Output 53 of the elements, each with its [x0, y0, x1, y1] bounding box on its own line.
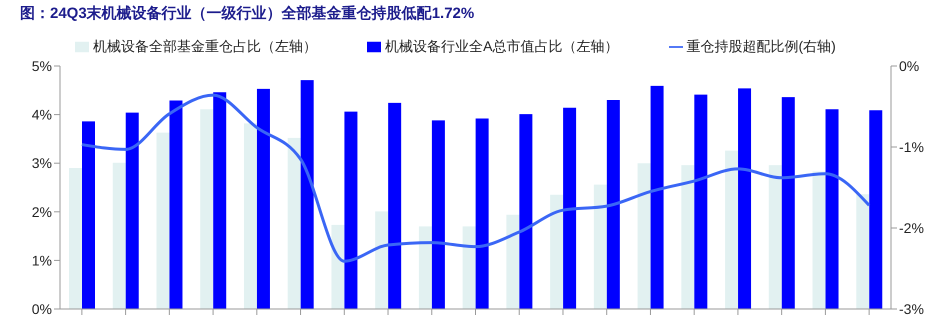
bar — [606, 100, 620, 309]
y-tick-label: 4% — [32, 106, 52, 123]
legend-label: 机械设备行业全A总市值占比（左轴） — [385, 38, 618, 54]
bar — [82, 121, 95, 309]
bar — [650, 86, 664, 309]
bar — [300, 80, 314, 309]
bar — [594, 184, 607, 309]
bar — [563, 108, 576, 309]
y-tick-label: 5% — [32, 58, 52, 74]
bar — [69, 168, 82, 309]
bar — [462, 226, 476, 309]
bar — [331, 224, 344, 309]
bar — [506, 214, 520, 309]
bar — [812, 171, 826, 309]
bar — [432, 120, 445, 309]
bar — [826, 109, 839, 309]
bar — [638, 163, 651, 309]
y2-tick-label: -2% — [899, 220, 924, 236]
y-tick-label: 2% — [32, 204, 52, 220]
bar — [519, 114, 532, 309]
chart-title: 图：24Q3末机械设备行业（一级行业）全部基金重仓持股低配1.72% — [19, 4, 476, 24]
line-series — [80, 94, 871, 263]
bar — [169, 100, 182, 309]
y2-tick-label: -3% — [899, 300, 924, 317]
y-tick-label: 0% — [32, 300, 52, 317]
bar — [344, 112, 358, 309]
bar — [200, 109, 214, 309]
y-tick-label: 1% — [32, 252, 52, 268]
bar — [126, 112, 139, 309]
legend-label: 重仓持股超配比例(右轴) — [686, 38, 836, 54]
bar — [213, 92, 226, 309]
bar — [256, 88, 270, 309]
bar — [768, 165, 782, 309]
y2-tick-label: 0% — [899, 58, 920, 74]
bar — [694, 94, 708, 309]
bar — [681, 165, 694, 309]
y2-tick-label: -1% — [899, 138, 924, 155]
bar — [388, 102, 402, 309]
legend-label: 机械设备全部基金重仓占比（左轴） — [93, 38, 318, 54]
bar — [725, 150, 738, 309]
bar — [418, 226, 432, 309]
bar — [288, 138, 301, 309]
bar — [244, 123, 257, 309]
bar — [782, 97, 795, 309]
bar — [112, 162, 126, 309]
bar — [550, 194, 564, 309]
bar — [869, 110, 882, 309]
bar — [156, 132, 170, 309]
bar — [375, 211, 388, 309]
bar — [856, 194, 870, 309]
bar — [738, 88, 752, 309]
y-tick-label: 3% — [32, 155, 52, 172]
bar — [476, 118, 489, 309]
